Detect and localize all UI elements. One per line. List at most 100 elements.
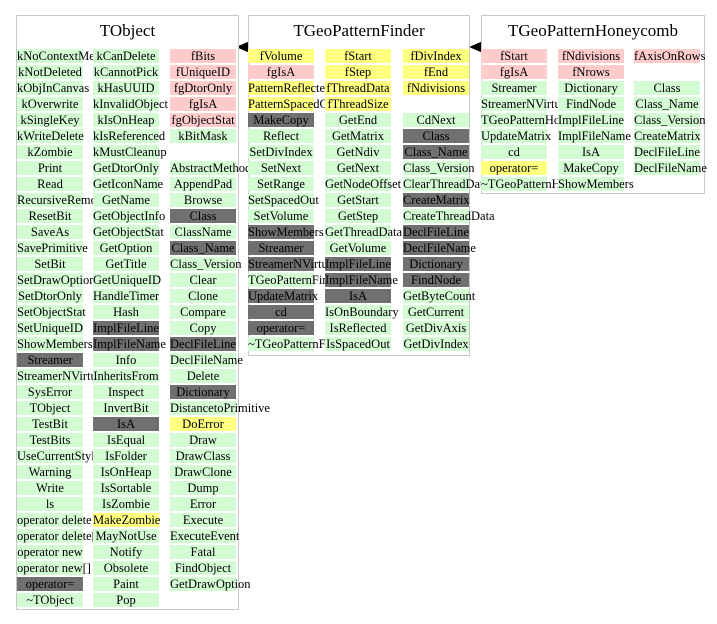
class-member: fNrows (558, 65, 624, 79)
class-member: Reflect (248, 129, 314, 143)
class-member: StreamerNVirtual (248, 257, 337, 271)
class-member: fgIsA (170, 97, 236, 111)
class-member: kMustCleanup (93, 145, 167, 159)
class-member: operator delete[] (17, 529, 100, 543)
class-member: kIsReferenced (93, 129, 166, 143)
class-member: GetObjectStat (93, 225, 164, 239)
class-member: ImplFileName (93, 337, 166, 351)
class-member: kOverwrite (17, 97, 83, 111)
class-member: Streamer (17, 353, 83, 367)
class-member: UpdateMatrix (248, 289, 319, 303)
class-title: TGeoPatternFinder (293, 21, 425, 40)
class-member: GetEnd (325, 113, 391, 127)
class-member: fgIsA (248, 65, 314, 79)
class-member: GetDivIndex (403, 337, 469, 351)
class-member: GetIconName (93, 177, 164, 191)
class-member: Browse (170, 193, 236, 207)
class-member: DeclFileLine (634, 145, 700, 159)
class-member: GetName (93, 193, 159, 207)
class-member: MakeCopy (248, 113, 314, 127)
class-member: IsReflected (325, 321, 391, 335)
class-member: SetNext (248, 161, 314, 175)
class-member: cd (248, 305, 314, 319)
class-member: SetBit (17, 257, 83, 271)
class-member: IsSpacedOut (325, 337, 391, 351)
class-member: UseCurrentStyle (17, 449, 101, 463)
class-member: fBits (170, 49, 236, 63)
class-member: CdNext (403, 113, 469, 127)
class-member: operator new (17, 545, 83, 559)
class-member: kBitMask (170, 129, 236, 143)
class-member: DistancetoPrimitive (170, 401, 270, 415)
class-member: ResetBit (17, 209, 83, 223)
class-member: DeclFileName (634, 161, 707, 175)
class-member: IsA (558, 145, 624, 159)
class-member: Print (17, 161, 83, 175)
class-member: TGeoPatternHoneycomb (481, 113, 606, 127)
class-member: fStart (481, 49, 547, 63)
class-member: fAxisOnRows (634, 49, 706, 63)
class-member: Class (170, 209, 236, 223)
class-member: ImplFileLine (558, 113, 624, 127)
class-member: Delete (170, 369, 236, 383)
class-member: SysError (17, 385, 83, 399)
class-member: GetStep (325, 209, 391, 223)
class-member: Obsolete (93, 561, 159, 575)
class-member: ~TGeoPatternHoneycomb (481, 177, 613, 191)
class-member: DrawClone (170, 465, 236, 479)
class-member: IsA (93, 417, 159, 431)
class-member: Paint (93, 577, 159, 591)
class-member: kSingleKey (17, 113, 83, 127)
class-member: GetMatrix (325, 129, 391, 143)
class-member: Dictionary (170, 385, 236, 399)
class-member: Notify (93, 545, 159, 559)
inheritance-arrowhead-1 (236, 41, 250, 53)
class-member: Class (403, 129, 469, 143)
class-member: MakeCopy (558, 161, 624, 175)
class-member: kObjInCanvas (17, 81, 90, 95)
class-member: SetSpacedOut (248, 193, 319, 207)
class-member: UpdateMatrix (481, 129, 552, 143)
class-member: fDivIndex (403, 49, 469, 63)
class-member: DeclFileLine (403, 225, 469, 239)
class-member: ExecuteEvent (170, 529, 240, 543)
class-member: InheritsFrom (93, 369, 159, 383)
class-member: AbstractMethod (170, 161, 252, 175)
class-member: Dump (170, 481, 236, 495)
class-member: kHasUUID (93, 81, 159, 95)
class-member: ClearThreadData (403, 177, 490, 191)
class-member: SaveAs (17, 225, 83, 239)
class-member: MayNotUse (93, 529, 159, 543)
class-title: TObject (99, 21, 156, 40)
class-member: Streamer (248, 241, 314, 255)
class-member: Class_Name (634, 97, 700, 111)
class-member: kIsOnHeap (93, 113, 159, 127)
class-member: operator new[] (17, 561, 91, 575)
class-member: fgIsA (481, 65, 547, 79)
class-member: Copy (170, 321, 236, 335)
class-member: ShowMembers (17, 337, 93, 351)
class-member: PatternReflected (248, 81, 332, 95)
class-member: GetUniqueID (93, 273, 162, 287)
class-member: ~TGeoPatternFinder (248, 337, 352, 351)
class-member: FindNode (558, 97, 624, 111)
class-member: operator delete (17, 513, 92, 527)
class-member: MakeZombie (93, 513, 161, 527)
class-member: Inspect (93, 385, 159, 399)
class-member: GetDtorOnly (93, 161, 159, 175)
class-member: fThreadData (325, 81, 391, 95)
class-member: TGeoPatternFinder (248, 273, 345, 287)
class-member: CreateMatrix (403, 193, 470, 207)
class-member: Fatal (170, 545, 236, 559)
class-member: SavePrimitive (17, 241, 88, 255)
class-title: TGeoPatternHoneycomb (508, 21, 678, 40)
class-member: fgObjectStat (170, 113, 236, 127)
class-member: DrawClass (170, 449, 236, 463)
class-member: Class_Version (170, 257, 242, 271)
class-member: Warning (17, 465, 83, 479)
class-member: Class_Name (170, 241, 236, 255)
class-member: SetUniqueID (17, 321, 83, 335)
class-member: fgDtorOnly (170, 81, 236, 95)
class-member: kCannotPick (93, 65, 159, 79)
